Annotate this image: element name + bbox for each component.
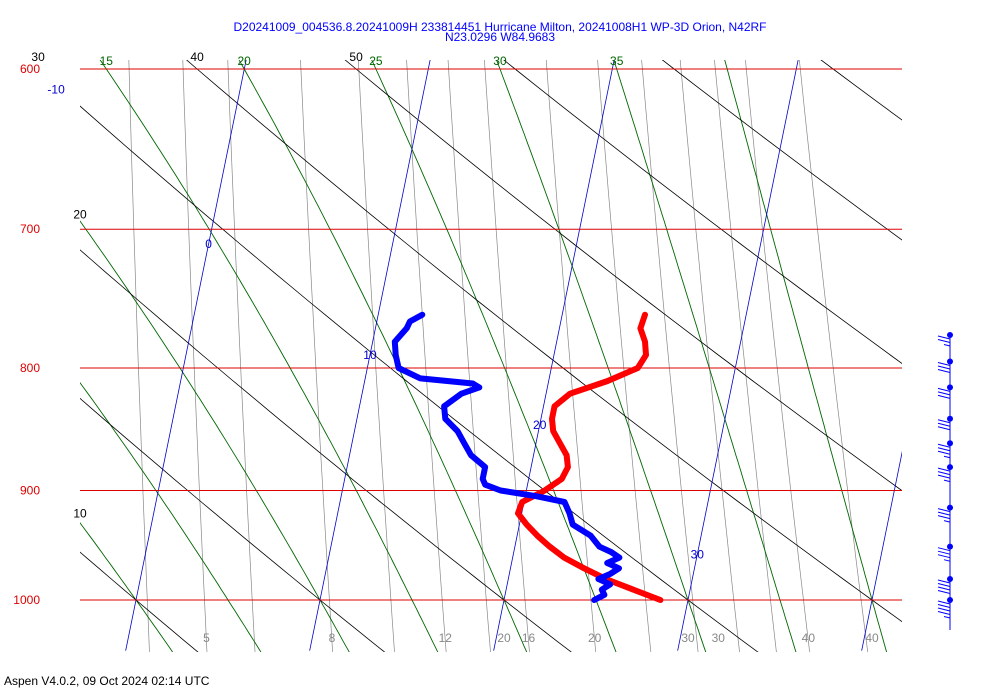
moist-adiabat-line	[80, 220, 350, 652]
mixing-ratio-line	[300, 60, 333, 652]
isotherm-line	[125, 60, 247, 651]
mixing-ratio-line	[545, 60, 597, 652]
wind-barb	[937, 440, 953, 459]
isotherm-line	[0, 34, 67, 651]
mixing-ratio-line	[641, 60, 699, 652]
dry-adiabat-line	[186, 60, 902, 623]
isotherm-line	[309, 60, 431, 651]
wind-barb	[937, 332, 953, 347]
moist-adiabat-label: 30	[493, 54, 507, 68]
isotherm-label: 20	[533, 418, 547, 432]
mixing-ratio-line	[679, 60, 740, 652]
pressure-tick-label: 700	[20, 222, 40, 236]
isotherm-line	[493, 60, 615, 651]
mixing-ratio-line	[799, 60, 869, 652]
wind-barb	[937, 575, 953, 594]
wind-barbs	[937, 332, 953, 630]
mixing-ratio-label: 30	[712, 631, 726, 645]
wind-barb	[937, 543, 953, 562]
dry-adiabat-label: 40	[190, 50, 204, 64]
mixing-ratio-line	[357, 60, 395, 652]
sounding-profiles	[391, 311, 664, 603]
mixing-ratio-line	[61, 34, 78, 661]
isotherm-label: 0	[205, 237, 212, 251]
isobars	[80, 68, 902, 601]
footer-version-timestamp: Aspen V4.0.2, 09 Oct 2024 02:14 UTC	[4, 674, 210, 688]
moist-adiabat-label: 20	[237, 54, 251, 68]
dry-adiabat-line	[0, 16, 21, 661]
dry-adiabat-line	[80, 249, 572, 652]
dewpoint-profile	[391, 311, 623, 603]
wind-barb	[937, 358, 953, 374]
moist-adiabat-label: 35	[610, 54, 624, 68]
mixing-ratio-line	[447, 60, 491, 652]
dry-adiabat-line	[80, 105, 759, 652]
pressure-tick-label: 1000	[13, 593, 40, 607]
mixing-ratio-lines	[61, 34, 869, 661]
moist-adiabat-line	[80, 522, 174, 652]
dry-adiabat-line	[661, 60, 902, 241]
moist-adiabat-line	[613, 60, 797, 652]
dry-adiabat-line	[80, 551, 199, 652]
mixing-ratio-line	[227, 60, 256, 652]
wind-barb	[937, 597, 953, 619]
temperature-axis-label: 20	[497, 631, 511, 645]
diagram-labels: 600 700 800 900 1000 -10 0 10 20 30 20 30 40 30 40 50 20…	[13, 50, 879, 645]
mixing-ratio-line	[597, 60, 652, 652]
pressure-tick-label: 900	[20, 483, 40, 497]
mixing-ratio-line	[406, 60, 447, 652]
dry-adiabat-line	[919, 16, 1000, 661]
dry-adiabat-line	[80, 397, 386, 652]
wind-barb	[937, 384, 953, 399]
moist-adiabat-line	[99, 60, 439, 652]
moist-adiabat-line	[80, 382, 262, 652]
moist-adiabat-line	[496, 60, 707, 652]
mixing-ratio-label: 16	[522, 631, 536, 645]
mixing-ratio-line	[745, 60, 811, 652]
moist-adiabat-line	[238, 60, 528, 652]
wind-barb	[937, 415, 953, 431]
mixing-ratio-line	[128, 60, 150, 652]
isotherm-line	[677, 60, 799, 651]
pressure-tick-label: 600	[20, 62, 40, 76]
dry-adiabat-label: 50	[349, 50, 363, 64]
temperature-axis-label: 40	[865, 631, 879, 645]
moist-adiabat-label: 25	[369, 54, 383, 68]
wind-barb	[937, 464, 953, 483]
mixing-ratio-label: 8	[329, 631, 336, 645]
dry-adiabat-label: 20	[73, 207, 87, 221]
moist-adiabat-line	[724, 60, 888, 652]
moist-adiabat-label: 15	[100, 54, 114, 68]
dry-adiabat-label: 30	[31, 50, 45, 64]
mixing-ratio-label: 5	[203, 631, 210, 645]
mixing-ratio-line	[484, 60, 530, 652]
mixing-ratio-label: 20	[588, 631, 602, 645]
dry-adiabats	[0, 16, 1000, 661]
dry-adiabat-label: 10	[73, 506, 87, 520]
dry-adiabat-line	[820, 60, 902, 121]
temperature-profile	[515, 311, 664, 603]
temperature-axis-label: 30	[681, 631, 695, 645]
mixing-ratio-line	[714, 60, 777, 652]
wind-barb	[937, 504, 953, 523]
moist-adiabats	[80, 60, 888, 652]
chart-title-line-2: N23.0296 W84.9683	[444, 30, 556, 44]
isotherm-label: 30	[691, 547, 705, 561]
mixing-ratio-label: 12	[439, 631, 453, 645]
moist-adiabat-line	[371, 60, 617, 652]
isotherm-line	[861, 450, 902, 651]
chart-title-line-1: D20241009_004536.8.20241009H 233814451 H…	[233, 20, 767, 34]
pressure-tick-label: 800	[20, 361, 40, 375]
mixing-ratio-line	[182, 60, 208, 652]
mixing-ratio-label: 40	[802, 631, 816, 645]
isotherm-label: 10	[363, 348, 377, 362]
dry-adiabat-line	[344, 60, 902, 492]
isotherms	[0, 34, 902, 651]
isotherm-label: -10	[47, 83, 65, 97]
dry-adiabat-line	[503, 60, 902, 364]
